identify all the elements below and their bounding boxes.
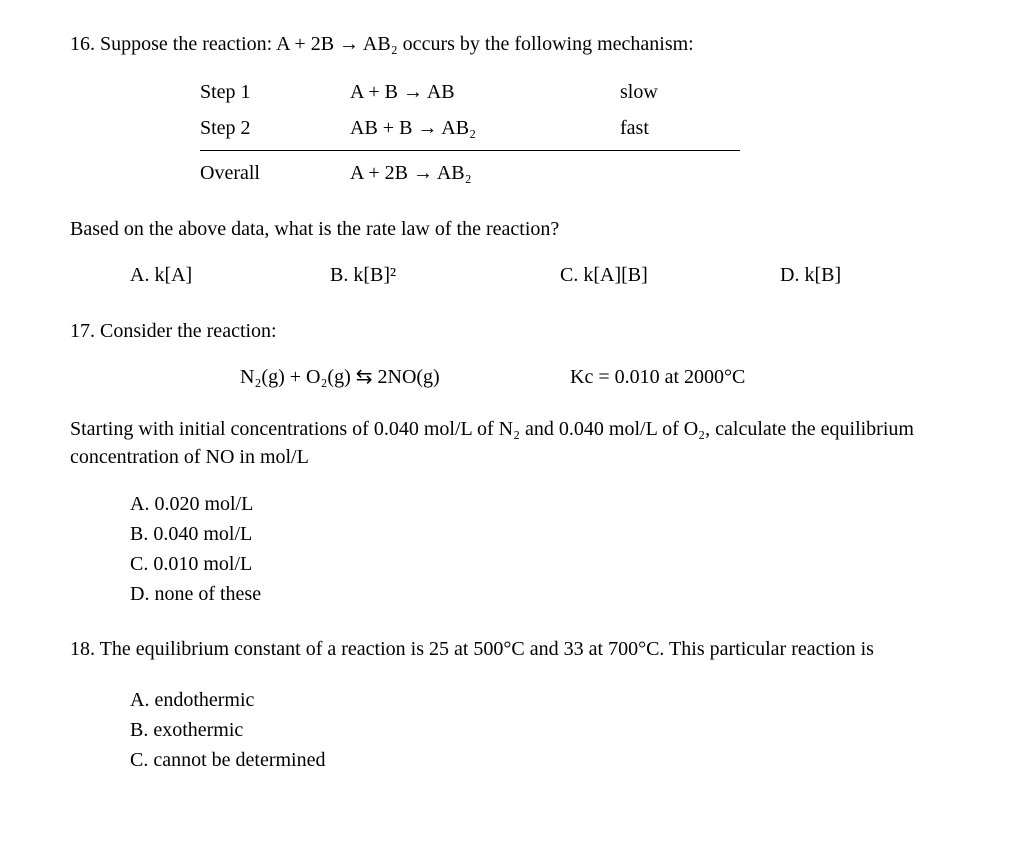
- q16-option-d: D. k[B]: [780, 261, 930, 289]
- q18-option-a: A. endothermic: [130, 685, 964, 715]
- q16-step1-row: Step 1 A + B → AB slow: [200, 74, 964, 110]
- q16-step2-eq: AB + B → AB₂: [350, 110, 620, 146]
- q16-overall-label: Overall: [200, 155, 350, 191]
- q17-option-d: D. none of these: [130, 579, 964, 609]
- q17-equation: N₂(g) + O₂(g) ⇆ 2NO(g): [240, 363, 570, 391]
- q16-step2-rate: fast: [620, 110, 740, 146]
- q18-option-b: B. exothermic: [130, 715, 964, 745]
- q16-step1-rate: slow: [620, 74, 740, 110]
- q16-rule: [200, 150, 740, 151]
- q18-option-c: C. cannot be determined: [130, 745, 964, 775]
- q16-step1-label: Step 1: [200, 74, 350, 110]
- q16-option-a: A. k[A]: [130, 261, 330, 289]
- q16-option-c: C. k[A][B]: [560, 261, 780, 289]
- q16-stem: 16. Suppose the reaction: A + 2B → AB₂ o…: [70, 30, 964, 58]
- q17-equation-line: N₂(g) + O₂(g) ⇆ 2NO(g) Kc = 0.010 at 200…: [240, 363, 964, 391]
- q16-step2-row: Step 2 AB + B → AB₂ fast: [200, 110, 964, 146]
- q17-option-c: C. 0.010 mol/L: [130, 549, 964, 579]
- q17-stem: 17. Consider the reaction:: [70, 317, 964, 345]
- q16-step1-eq: A + B → AB: [350, 74, 620, 110]
- q17-kc: Kc = 0.010 at 2000°C: [570, 363, 745, 391]
- q16-step2-label: Step 2: [200, 110, 350, 146]
- q16-prompt: Based on the above data, what is the rat…: [70, 215, 964, 243]
- q17-prompt: Starting with initial concentrations of …: [70, 415, 964, 471]
- q17-option-a: A. 0.020 mol/L: [130, 489, 964, 519]
- q16-options: A. k[A] B. k[B]² C. k[A][B] D. k[B]: [130, 261, 964, 289]
- q16-overall-eq: A + 2B → AB₂: [350, 155, 620, 191]
- q17-options: A. 0.020 mol/L B. 0.040 mol/L C. 0.010 m…: [130, 489, 964, 609]
- q16-mechanism-table: Step 1 A + B → AB slow Step 2 AB + B → A…: [200, 74, 964, 191]
- q16-overall-row: Overall A + 2B → AB₂: [200, 155, 964, 191]
- q18-options: A. endothermic B. exothermic C. cannot b…: [130, 685, 964, 775]
- q17-option-b: B. 0.040 mol/L: [130, 519, 964, 549]
- q16-option-b: B. k[B]²: [330, 261, 560, 289]
- q18-stem: 18. The equilibrium constant of a reacti…: [70, 635, 964, 663]
